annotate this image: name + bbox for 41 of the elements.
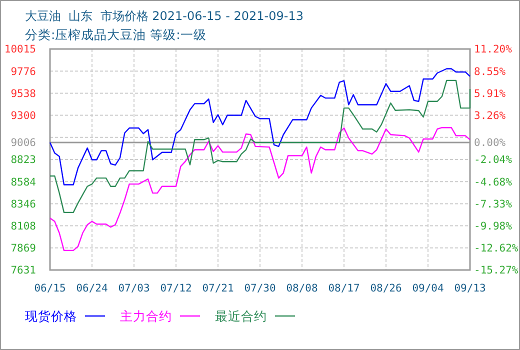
x-tick-label: 09/04 bbox=[412, 282, 444, 295]
y2-tick-label: 0.00% bbox=[474, 137, 506, 150]
y2-tick-label: -15.27% bbox=[474, 264, 519, 277]
legend-label: 现货价格 bbox=[25, 308, 77, 324]
line-series bbox=[49, 80, 471, 214]
y-tick-label: 9300 bbox=[10, 110, 36, 122]
y-tick-label: 8584 bbox=[10, 176, 36, 188]
y2-tick-label: -12.62% bbox=[474, 242, 519, 255]
y2-tick-label: 8.55% bbox=[474, 66, 506, 78]
chart-subtitle: 分类:压榨成品大豆油 等级:一级 bbox=[25, 27, 206, 42]
y-tick-label: 10015 bbox=[4, 44, 36, 56]
y-tick-label: 9538 bbox=[10, 88, 36, 100]
y2-tick-label: 5.91% bbox=[474, 88, 506, 100]
y2-tick-label: -9.98% bbox=[474, 220, 513, 233]
line-series bbox=[49, 68, 471, 186]
y2-tick-label: 3.26% bbox=[474, 110, 506, 122]
x-tick-label: 07/21 bbox=[202, 282, 234, 295]
x-tick-label: 07/12 bbox=[160, 282, 192, 295]
x-tick-label: 08/26 bbox=[370, 282, 402, 295]
x-tick-label: 07/30 bbox=[244, 282, 276, 295]
y2-tick-label: -2.04% bbox=[474, 154, 513, 166]
y-tick-label: 8108 bbox=[10, 220, 36, 232]
y-tick-label: 9006 bbox=[10, 137, 36, 150]
y2-tick-label: -7.33% bbox=[474, 198, 513, 210]
legend-label: 最近合约 bbox=[215, 308, 267, 324]
line-series bbox=[49, 127, 471, 252]
chart-title: 大豆油 山东 市场价格 2021-06-15 - 2021-09-13 bbox=[25, 9, 304, 23]
y-tick-label: 7869 bbox=[10, 242, 36, 255]
y-tick-label: 7631 bbox=[10, 264, 36, 277]
x-tick-label: 08/17 bbox=[328, 282, 360, 295]
x-tick-label: 09/13 bbox=[454, 282, 486, 295]
y-tick-label: 8346 bbox=[10, 198, 36, 210]
x-tick-label: 06/24 bbox=[76, 282, 108, 295]
x-tick-label: 06/15 bbox=[34, 282, 66, 295]
y-tick-label: 9776 bbox=[10, 66, 36, 78]
x-tick-label: 07/03 bbox=[118, 282, 150, 295]
x-tick-label: 08/08 bbox=[286, 282, 318, 295]
legend-label: 主力合约 bbox=[120, 308, 172, 324]
y2-tick-label: 11.20% bbox=[474, 44, 513, 56]
y2-tick-label: -4.68% bbox=[474, 176, 513, 188]
y-tick-label: 8823 bbox=[10, 154, 36, 166]
